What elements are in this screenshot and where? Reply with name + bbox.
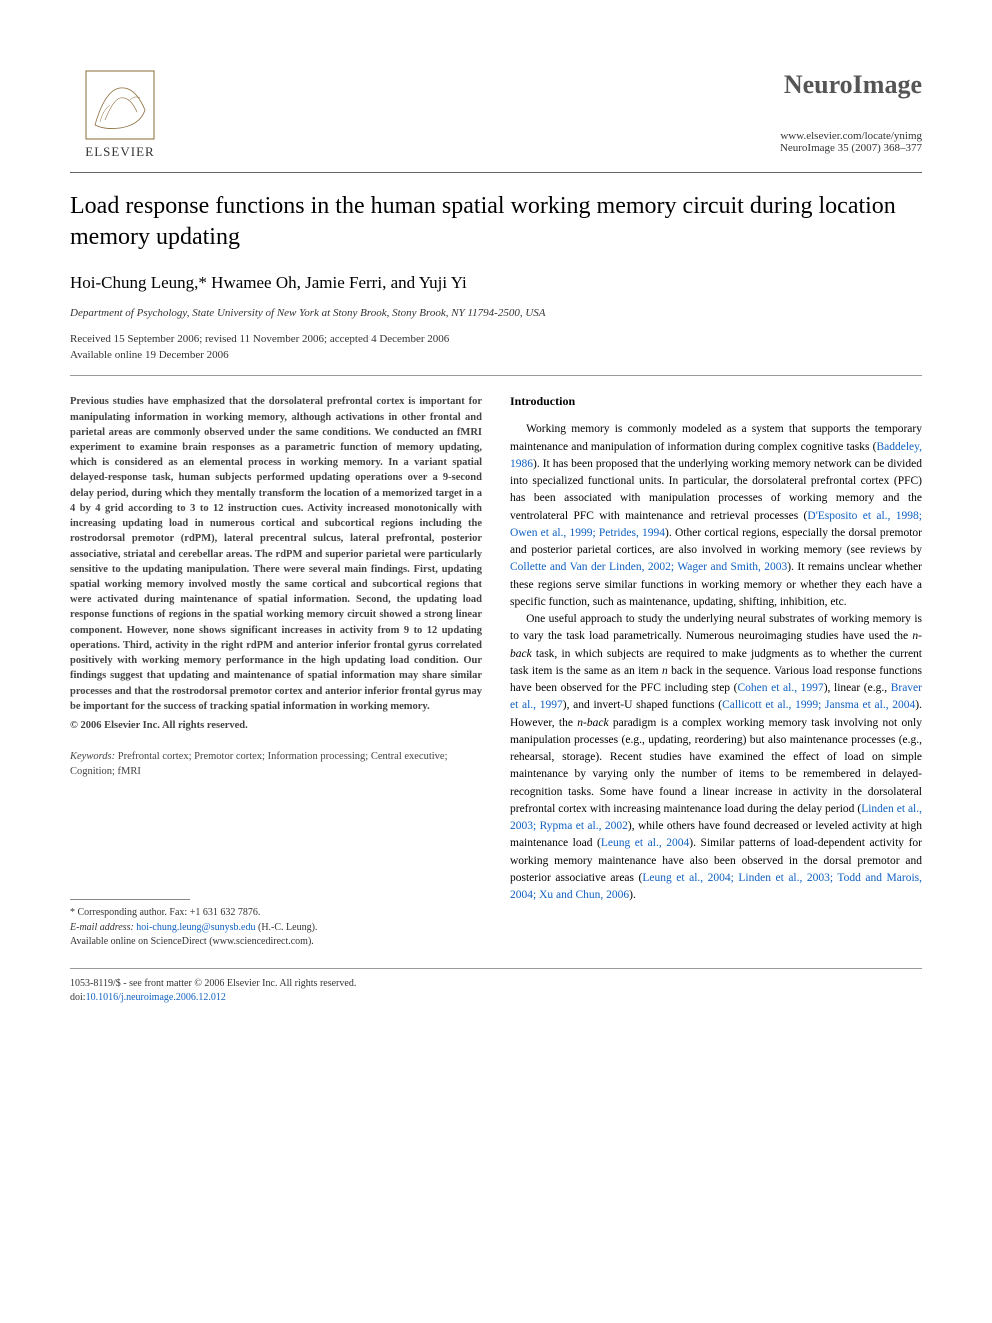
doi-line: doi:10.1016/j.neuroimage.2006.12.012	[70, 991, 922, 1005]
email-address[interactable]: hoi-chung.leung@sunysb.edu	[136, 922, 255, 933]
journal-name: NeuroImage	[780, 70, 922, 100]
right-column: Introduction Working memory is commonly …	[510, 394, 922, 950]
received-date: Received 15 September 2006; revised 11 N…	[70, 333, 922, 345]
citation[interactable]: Callicott et al., 1999; Jansma et al., 2…	[722, 699, 915, 711]
publisher-name: ELSEVIER	[85, 144, 154, 160]
title-rule	[70, 172, 922, 173]
front-matter-line: 1053-8119/$ - see front matter © 2006 El…	[70, 977, 922, 991]
footnote-rule	[70, 899, 190, 900]
abstract-copyright: © 2006 Elsevier Inc. All rights reserved…	[70, 720, 482, 731]
journal-reference: NeuroImage 35 (2007) 368–377	[780, 142, 922, 154]
doi-label: doi:	[70, 992, 86, 1003]
journal-url: www.elsevier.com/locate/ynimg	[780, 130, 922, 142]
affiliation: Department of Psychology, State Universi…	[70, 307, 922, 319]
introduction-heading: Introduction	[510, 394, 922, 409]
abstract-text: Previous studies have emphasized that th…	[70, 394, 482, 714]
email-tail: (H.-C. Leung).	[256, 922, 318, 933]
introduction-body: Working memory is commonly modeled as a …	[510, 421, 922, 904]
keywords-label: Keywords:	[70, 751, 115, 762]
email-line: E-mail address: hoi-chung.leung@sunysb.e…	[70, 921, 482, 936]
article-title: Load response functions in the human spa…	[70, 191, 922, 253]
citation[interactable]: Cohen et al., 1997	[737, 682, 823, 694]
left-column: Previous studies have emphasized that th…	[70, 394, 482, 950]
authors: Hoi-Chung Leung,* Hwamee Oh, Jamie Ferri…	[70, 273, 922, 293]
intro-para-2: One useful approach to study the underly…	[510, 611, 922, 904]
header-row: ELSEVIER NeuroImage www.elsevier.com/loc…	[70, 70, 922, 160]
elsevier-logo	[85, 70, 155, 140]
bottom-rule	[70, 968, 922, 969]
keywords-text: Prefrontal cortex; Premotor cortex; Info…	[70, 751, 448, 777]
sciencedirect-note: Available online on ScienceDirect (www.s…	[70, 935, 482, 950]
publisher-block: ELSEVIER	[70, 70, 170, 160]
citation[interactable]: Leung et al., 2004	[601, 837, 689, 849]
two-column-body: Previous studies have emphasized that th…	[70, 394, 922, 950]
email-label: E-mail address:	[70, 922, 134, 933]
footnote-block: * Corresponding author. Fax: +1 631 632 …	[70, 906, 482, 950]
corresponding-author: * Corresponding author. Fax: +1 631 632 …	[70, 906, 482, 921]
doi-link[interactable]: 10.1016/j.neuroimage.2006.12.012	[86, 992, 226, 1003]
journal-block: NeuroImage www.elsevier.com/locate/ynimg…	[780, 70, 922, 154]
intro-para-1: Working memory is commonly modeled as a …	[510, 421, 922, 611]
bottom-matter: 1053-8119/$ - see front matter © 2006 El…	[70, 977, 922, 1005]
available-date: Available online 19 December 2006	[70, 349, 922, 361]
meta-rule	[70, 375, 922, 376]
citation[interactable]: Collette and Van der Linden, 2002; Wager…	[510, 561, 787, 573]
keywords: Keywords: Prefrontal cortex; Premotor co…	[70, 749, 482, 779]
